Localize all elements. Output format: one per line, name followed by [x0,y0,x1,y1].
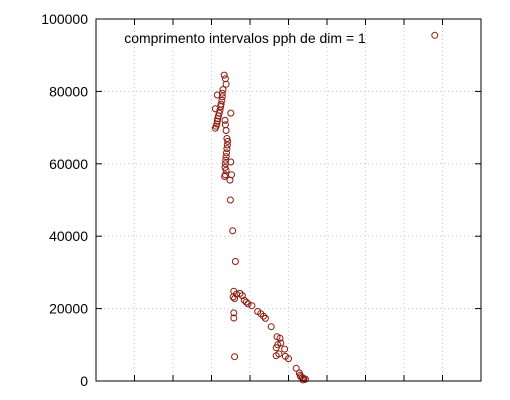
data-point [248,302,256,310]
data-point [221,116,229,124]
data-point [222,166,230,174]
data-point [242,298,250,306]
data-point [230,314,238,322]
data-point [260,312,267,320]
data-point [261,314,269,322]
data-point [292,364,300,372]
data-point [231,295,239,302]
data-point [231,258,239,265]
data-point [231,353,239,361]
grid [96,19,481,381]
data-point [236,289,244,297]
data-point [224,137,232,145]
data-point [218,93,226,101]
data-point [267,323,275,331]
data-point [222,80,230,88]
data-point [272,352,280,360]
data-point [214,115,222,123]
data-point [238,292,246,300]
y-tick-label: 0 [80,373,88,389]
data-point [272,344,280,352]
y-tick-label: 100000 [41,11,88,27]
data-point [244,300,252,308]
data-point [227,158,235,166]
data-point [222,127,230,134]
data-point [229,227,237,235]
data-point [220,71,228,79]
data-point [285,355,292,363]
data-point [230,309,238,317]
data-point [227,109,235,117]
y-tick-label: 60000 [49,156,88,172]
chart-title: comprimento intervalos pph de dim = 1 [124,30,366,46]
data-point [226,196,234,204]
data-points [211,31,439,384]
data-point [213,117,221,125]
y-tick-label: 80000 [49,83,88,99]
data-point [431,31,439,39]
y-tick-label: 40000 [49,228,88,244]
data-point [229,293,237,301]
data-point [211,105,219,113]
data-point [276,334,284,342]
data-point [240,296,248,304]
data-point [223,149,230,157]
data-point [211,124,219,132]
data-point [221,173,229,180]
data-point [281,345,289,353]
data-point [221,121,229,129]
data-point [219,86,227,94]
data-point [223,135,231,142]
data-point [222,153,230,161]
data-point [223,141,231,149]
data-point [223,145,231,153]
data-point [226,176,234,184]
axis-ticks [95,18,482,382]
tick-labels: 0 20000 40000 60000 80000 100000 [41,11,88,389]
y-tick-label: 20000 [49,301,88,317]
data-point [299,376,307,384]
